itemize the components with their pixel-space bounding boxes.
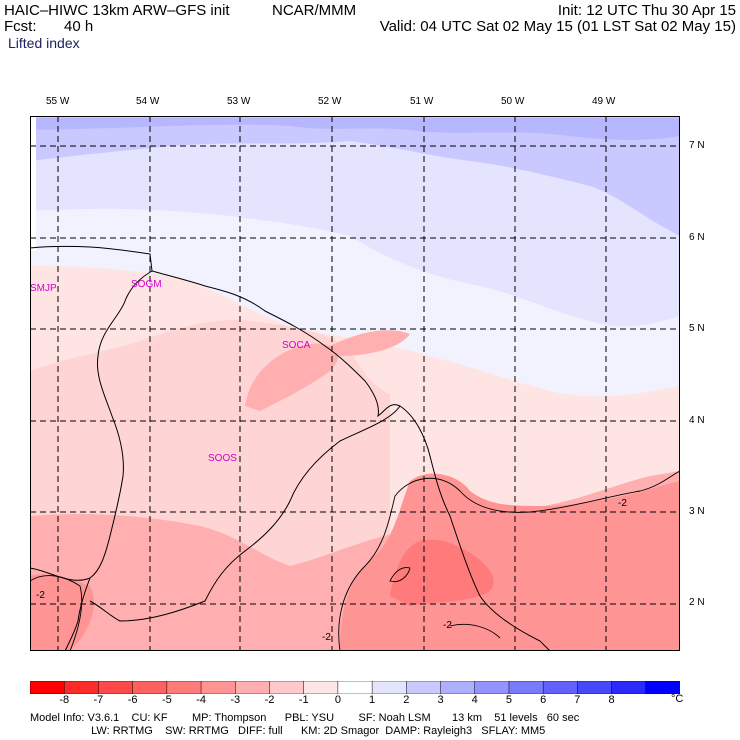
colorbar-swatch bbox=[337, 681, 373, 694]
unstable-core bbox=[390, 539, 494, 606]
colorbar-swatch bbox=[508, 681, 544, 694]
colorbar-tick-label: 4 bbox=[471, 694, 478, 706]
forecast-hour: 40 h bbox=[64, 18, 94, 35]
colorbar-swatch bbox=[98, 681, 134, 694]
colorbar-tick-label: -1 bbox=[298, 694, 309, 706]
lon-label: 49 W bbox=[592, 96, 616, 107]
colorbar-swatch bbox=[166, 681, 202, 694]
colorbar-swatch bbox=[542, 681, 579, 694]
model-info-line2: LW: RRTMG SW: RRTMG DIFF: full KM: 2D Sm… bbox=[30, 725, 546, 737]
unstable-patch bbox=[330, 330, 410, 356]
colorbar-tick-label: -7 bbox=[93, 694, 104, 706]
colorbar-swatch bbox=[577, 681, 613, 694]
valid-time: Valid: 04 UTC Sat 02 May 15 (01 LST Sat … bbox=[379, 18, 736, 35]
contour-line bbox=[449, 623, 501, 639]
field-name: Lifted index bbox=[8, 35, 80, 51]
coastline bbox=[151, 270, 551, 651]
stable-region bbox=[30, 116, 680, 236]
lon-label: 53 W bbox=[227, 96, 251, 107]
model-info-line1: Model Info: V3.6.1 CU: KF MP: Thompson P… bbox=[30, 712, 580, 724]
lon-label: 54 W bbox=[136, 96, 160, 107]
colorbar-tick-label: 8 bbox=[608, 694, 615, 706]
colorbar-tick-label: 2 bbox=[403, 694, 410, 706]
unstable-region bbox=[30, 574, 94, 651]
colorbar-tick-label: 0 bbox=[334, 694, 341, 706]
colorbar-swatch bbox=[611, 681, 647, 694]
lat-label: 7 N bbox=[689, 140, 705, 151]
colorbar bbox=[30, 681, 680, 694]
colorbar-swatch bbox=[645, 681, 680, 694]
colorbar-tick-label: -6 bbox=[127, 694, 138, 706]
unstable-region bbox=[340, 473, 680, 651]
colorbar-swatch bbox=[406, 681, 442, 694]
forecast-label: Fcst: bbox=[4, 18, 37, 35]
colorbar-swatch bbox=[132, 681, 168, 694]
contour-line bbox=[338, 470, 680, 651]
map-edge bbox=[30, 116, 36, 251]
colorbar-swatch bbox=[235, 681, 271, 694]
colorbar-tick-label: 7 bbox=[574, 694, 581, 706]
border-line bbox=[30, 245, 153, 581]
colorbar-swatch bbox=[303, 681, 339, 694]
colorbar-tick-label: -3 bbox=[230, 694, 241, 706]
model-title: HAIC–HIWC 13km ARW–GFS init bbox=[4, 2, 230, 19]
colorbar-swatch bbox=[474, 681, 510, 694]
colorbar-swatch bbox=[63, 681, 100, 694]
lat-label: 2 N bbox=[689, 597, 705, 608]
stable-region bbox=[30, 118, 680, 140]
lat-label: 3 N bbox=[689, 506, 705, 517]
station-label: SMJP bbox=[30, 283, 57, 294]
lon-label: 55 W bbox=[46, 96, 70, 107]
colorbar-swatch bbox=[200, 681, 237, 694]
contour-label: -2 bbox=[443, 620, 452, 631]
colorbar-swatch bbox=[30, 681, 65, 694]
lon-label: 52 W bbox=[318, 96, 342, 107]
colorbar-swatch bbox=[440, 681, 476, 694]
colorbar-tick-label: -2 bbox=[264, 694, 275, 706]
contour-label: -2 bbox=[618, 498, 627, 509]
init-time: Init: 12 UTC Thu 30 Apr 15 bbox=[557, 2, 736, 19]
org-label: NCAR/MMM bbox=[272, 2, 357, 19]
colorbar-tick-label: -8 bbox=[59, 694, 70, 706]
contour-line bbox=[30, 575, 83, 651]
contour-label: -2 bbox=[322, 632, 331, 643]
unstable-patch bbox=[245, 343, 339, 411]
colorbar-unit: °C bbox=[671, 693, 684, 705]
border-line bbox=[89, 405, 401, 622]
grid bbox=[30, 116, 680, 651]
station-label: SOGM bbox=[131, 279, 162, 290]
lon-label: 51 W bbox=[410, 96, 434, 107]
border-line bbox=[64, 577, 91, 651]
colorbar-swatch bbox=[371, 681, 408, 694]
lat-label: 5 N bbox=[689, 323, 705, 334]
lat-label: 4 N bbox=[689, 415, 705, 426]
colorbar-tick-label: -4 bbox=[196, 694, 206, 706]
colorbar-tick-label: 3 bbox=[437, 694, 444, 706]
contour-label: -2 bbox=[36, 590, 45, 601]
map-frame bbox=[30, 116, 680, 651]
colorbar-tick-label: 6 bbox=[540, 694, 547, 706]
colorbar-tick-label: -5 bbox=[161, 694, 172, 706]
station-label: SOCA bbox=[282, 340, 311, 351]
lon-label: 50 W bbox=[501, 96, 525, 107]
lat-label: 6 N bbox=[689, 232, 705, 243]
lifted-index-map bbox=[30, 116, 680, 651]
colorbar-swatch bbox=[269, 681, 305, 694]
colorbar-tick-label: 5 bbox=[505, 694, 512, 706]
colorbar-tick-label: 1 bbox=[369, 694, 376, 706]
station-label: SOOS bbox=[208, 453, 237, 464]
contour-line bbox=[389, 567, 411, 583]
